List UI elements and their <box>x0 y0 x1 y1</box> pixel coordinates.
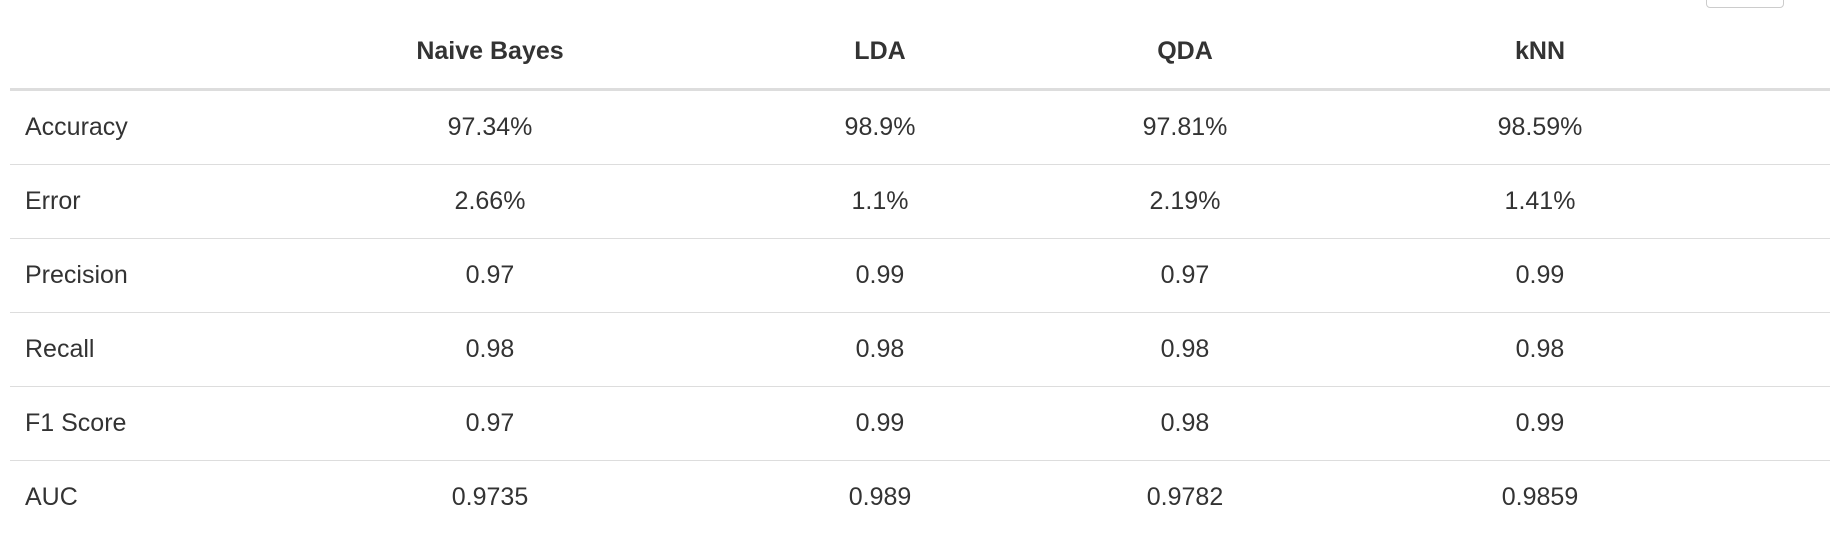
column-header-naive-bayes: Naive Bayes <box>340 14 640 91</box>
row-label: Accuracy <box>10 89 340 165</box>
table-cell: 1.1% <box>640 164 1120 239</box>
table-cell: 1.41% <box>1250 164 1830 239</box>
column-header-metric <box>10 14 340 91</box>
corner-button[interactable] <box>1706 0 1784 8</box>
table-row: F1 Score 0.97 0.99 0.98 0.99 <box>10 386 1830 461</box>
table-cell: 0.98 <box>340 312 640 387</box>
table-cell: 98.9% <box>640 89 1120 165</box>
row-label: Recall <box>10 312 340 387</box>
table-cell: 97.81% <box>1120 89 1250 165</box>
metrics-table-container: Naive Bayes LDA QDA kNN Accuracy 97.34% … <box>10 14 1830 534</box>
table-cell: 0.99 <box>1250 386 1830 461</box>
row-label: F1 Score <box>10 386 340 461</box>
table-cell: 0.98 <box>1120 312 1250 387</box>
table-cell: 2.66% <box>340 164 640 239</box>
table-cell: 0.98 <box>1250 312 1830 387</box>
table-header-row: Naive Bayes LDA QDA kNN <box>10 14 1830 91</box>
table-row: Accuracy 97.34% 98.9% 97.81% 98.59% <box>10 89 1830 165</box>
table-cell: 0.97 <box>340 386 640 461</box>
table-cell: 0.9735 <box>451 483 529 511</box>
table-cell: 0.98 <box>1120 386 1250 461</box>
row-label: AUC <box>25 483 78 511</box>
column-header-knn: kNN <box>1250 14 1830 91</box>
table-cell: 2.19% <box>1120 164 1250 239</box>
table-row: Precision 0.97 0.99 0.97 0.99 <box>10 238 1830 313</box>
table-cell: 0.9859 <box>1501 483 1579 511</box>
table-cell: 0.99 <box>640 386 1120 461</box>
row-label: Error <box>10 164 340 239</box>
table-row: Recall 0.98 0.98 0.98 0.98 <box>10 312 1830 387</box>
row-label: Precision <box>10 238 340 313</box>
table-cell: 0.9782 <box>1146 483 1224 511</box>
table-cell: 0.99 <box>640 238 1120 313</box>
table-row: AUC 0.9735 0.989 0.9782 0.9859 <box>10 461 1830 535</box>
table-row: Error 2.66% 1.1% 2.19% 1.41% <box>10 164 1830 239</box>
table-cell: 0.98 <box>640 312 1120 387</box>
column-header-lda: LDA <box>640 14 1120 91</box>
table-cell: 0.97 <box>340 238 640 313</box>
table-cell: 97.34% <box>340 89 640 165</box>
table-cell: 98.59% <box>1250 89 1830 165</box>
table-cell: 0.99 <box>1250 238 1830 313</box>
metrics-table: Naive Bayes LDA QDA kNN Accuracy 97.34% … <box>10 14 1830 534</box>
table-cell: 0.989 <box>848 483 912 511</box>
table-cell: 0.97 <box>1120 238 1250 313</box>
column-header-qda: QDA <box>1120 14 1250 91</box>
